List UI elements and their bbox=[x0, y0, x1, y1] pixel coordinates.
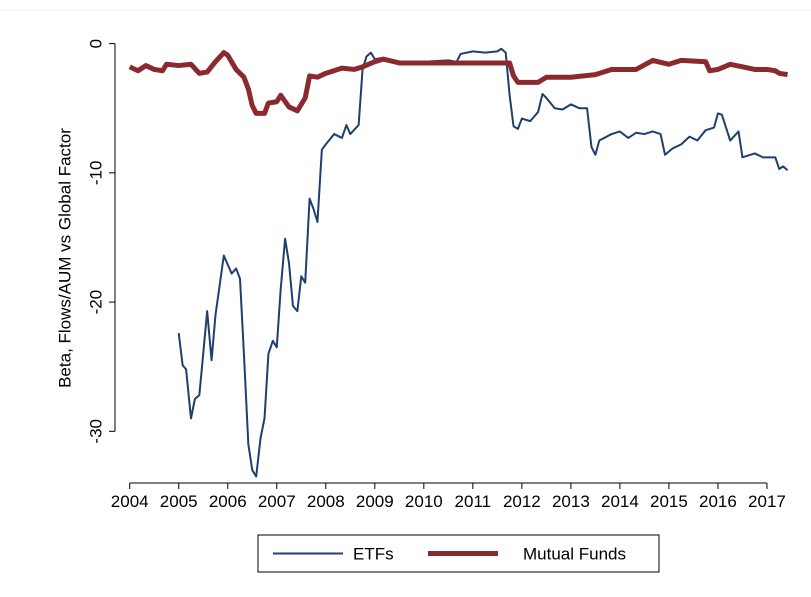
x-tick-label: 2012 bbox=[503, 492, 541, 511]
legend-label: ETFs bbox=[353, 545, 394, 564]
y-tick-label: -30 bbox=[86, 419, 105, 444]
x-tick-label: 2013 bbox=[552, 492, 590, 511]
x-tick-label: 2017 bbox=[748, 492, 786, 511]
x-tick-label: 2010 bbox=[405, 492, 443, 511]
x-tick-label: 2007 bbox=[258, 492, 296, 511]
legend-label: Mutual Funds bbox=[523, 545, 626, 564]
y-axis-label: Beta, Flows/AUM vs Global Factor bbox=[55, 128, 74, 388]
x-tick-label: 2016 bbox=[699, 492, 737, 511]
x-tick-label: 2009 bbox=[356, 492, 394, 511]
y-tick-label: 0 bbox=[86, 39, 105, 48]
y-tick-label: -20 bbox=[86, 290, 105, 315]
x-tick-label: 2008 bbox=[307, 492, 345, 511]
x-tick-label: 2005 bbox=[160, 492, 198, 511]
x-tick-label: 2004 bbox=[111, 492, 149, 511]
x-tick-label: 2006 bbox=[209, 492, 247, 511]
y-tick-label: -10 bbox=[86, 161, 105, 186]
x-tick-label: 2014 bbox=[601, 492, 639, 511]
line-series bbox=[128, 50, 788, 116]
x-tick-label: 2015 bbox=[650, 492, 688, 511]
x-tick-label: 2011 bbox=[455, 492, 492, 511]
